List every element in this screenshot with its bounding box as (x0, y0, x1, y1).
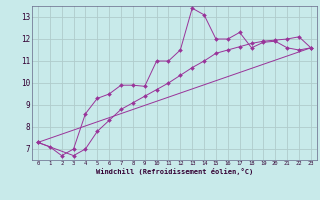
X-axis label: Windchill (Refroidissement éolien,°C): Windchill (Refroidissement éolien,°C) (96, 168, 253, 175)
